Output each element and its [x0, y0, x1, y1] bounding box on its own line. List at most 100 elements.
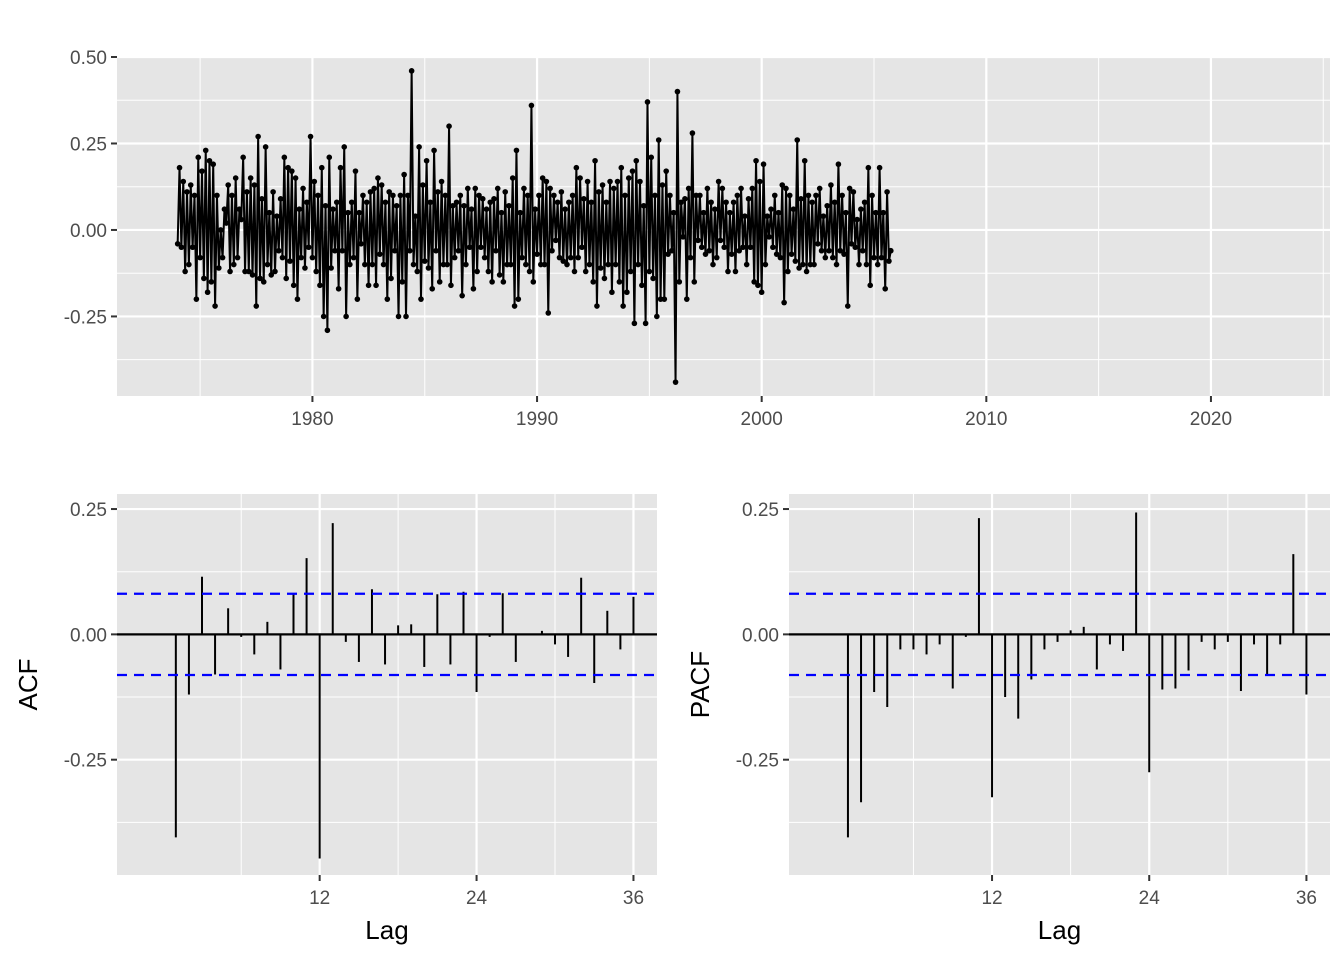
- ts-data-point: [727, 209, 733, 216]
- ts-data-point: [289, 168, 295, 174]
- ts-data-point: [236, 206, 243, 212]
- ts-data-point: [369, 261, 376, 268]
- ts-data-point: [182, 268, 188, 275]
- ts-data-point: [549, 247, 555, 254]
- ts-data-point: [749, 185, 756, 192]
- ts-data-point: [429, 285, 436, 292]
- ts-data-point: [655, 137, 662, 143]
- ts-data-point: [526, 268, 533, 275]
- ts-data-point: [178, 244, 185, 251]
- ts-data-point: [850, 189, 857, 195]
- ts-data-point: [322, 202, 329, 209]
- ts-data-point: [223, 220, 230, 226]
- ts-data-point: [311, 178, 318, 185]
- ts-data-point: [508, 261, 514, 268]
- ts-data-point: [227, 268, 233, 275]
- ts-data-point: [833, 261, 840, 268]
- ts-data-point: [829, 254, 836, 261]
- ts-data-point: [607, 178, 613, 185]
- ts-data-point: [204, 289, 211, 296]
- ts-data-point: [841, 251, 847, 257]
- ts-data-point: [844, 303, 851, 309]
- ts-data-point: [403, 313, 409, 320]
- ts-data-point: [846, 185, 853, 192]
- ts-data-point: [822, 254, 829, 261]
- ts-data-point: [545, 310, 552, 316]
- ts-data-point: [405, 192, 411, 199]
- ts-data-point: [640, 202, 647, 209]
- ts-data-point: [328, 265, 334, 271]
- ts-data-point: [809, 199, 815, 206]
- ts-data-point: [685, 185, 692, 192]
- ts-data-point: [307, 133, 314, 140]
- ts-data-point: [871, 254, 877, 261]
- ts-data-point: [730, 199, 737, 206]
- ts-data-point: [826, 247, 832, 254]
- ts-data-point: [296, 206, 303, 212]
- pacf-panel: 0.25 0.00 -0.25 12 24 36 Lag PACF: [685, 494, 1330, 945]
- ts-data-point: [496, 272, 503, 278]
- ts-data-point: [300, 185, 306, 192]
- ts-data-point: [697, 192, 703, 199]
- ts-data-point: [698, 244, 705, 251]
- ts-data-point: [828, 182, 834, 188]
- ts-data-point: [547, 185, 553, 192]
- ts-data-point: [863, 261, 870, 268]
- ts-data-point: [337, 164, 344, 171]
- ts-data-point: [253, 303, 260, 309]
- acf-x-axis-title: Lag: [365, 915, 408, 945]
- ts-data-point: [848, 241, 855, 247]
- ts-data-point: [592, 157, 598, 164]
- ts-data-point: [262, 144, 269, 150]
- ts-data-point: [695, 237, 701, 244]
- ts-data-point: [861, 199, 868, 206]
- ts-data-point: [629, 168, 636, 174]
- ts-data-point: [702, 251, 709, 257]
- ts-data-point: [770, 244, 776, 251]
- ts-data-point: [534, 251, 540, 257]
- ts-data-point: [341, 144, 348, 150]
- ts-data-point: [517, 209, 523, 216]
- ts-data-point: [186, 261, 192, 268]
- ts-data-point: [425, 265, 432, 271]
- ts-data-point: [272, 268, 278, 275]
- ts-data-point: [773, 251, 780, 257]
- ts-data-point: [421, 258, 428, 264]
- ts-data-point: [577, 175, 583, 181]
- ts-data-point: [704, 185, 711, 192]
- ts-data-point: [858, 206, 864, 212]
- ts-data-point: [813, 192, 819, 199]
- ts-data-point: [680, 234, 686, 240]
- ts-data-point: [257, 275, 263, 282]
- ts-data-point: [455, 247, 462, 254]
- ts-data-point: [839, 192, 845, 199]
- ts-data-point: [794, 137, 801, 143]
- ts-data-point: [371, 185, 377, 192]
- ts-data-point: [378, 182, 385, 188]
- ts-data-point: [375, 175, 381, 181]
- ts-data-point: [708, 199, 714, 206]
- ts-data-point: [659, 182, 666, 188]
- ts-data-point: [541, 261, 548, 268]
- ts-y-tick-label: 0.00: [70, 221, 107, 242]
- ts-data-point: [783, 185, 789, 192]
- ts-data-point: [494, 185, 501, 192]
- ts-data-point: [835, 161, 842, 168]
- ts-data-point: [195, 154, 202, 161]
- ts-data-point: [184, 189, 190, 195]
- ts-data-point: [487, 199, 494, 206]
- ts-data-point: [682, 196, 688, 202]
- ts-data-point: [330, 206, 336, 212]
- ts-data-point: [581, 196, 587, 202]
- ts-data-point: [792, 258, 799, 264]
- ts-data-point: [270, 189, 276, 195]
- ts-data-point: [738, 185, 744, 192]
- ts-data-point: [304, 199, 310, 206]
- ts-data-point: [206, 157, 213, 164]
- ts-data-point: [453, 199, 460, 206]
- ts-data-point: [266, 209, 273, 216]
- ts-data-point: [401, 171, 407, 178]
- ts-data-point: [515, 296, 522, 302]
- ts-data-point: [191, 192, 198, 199]
